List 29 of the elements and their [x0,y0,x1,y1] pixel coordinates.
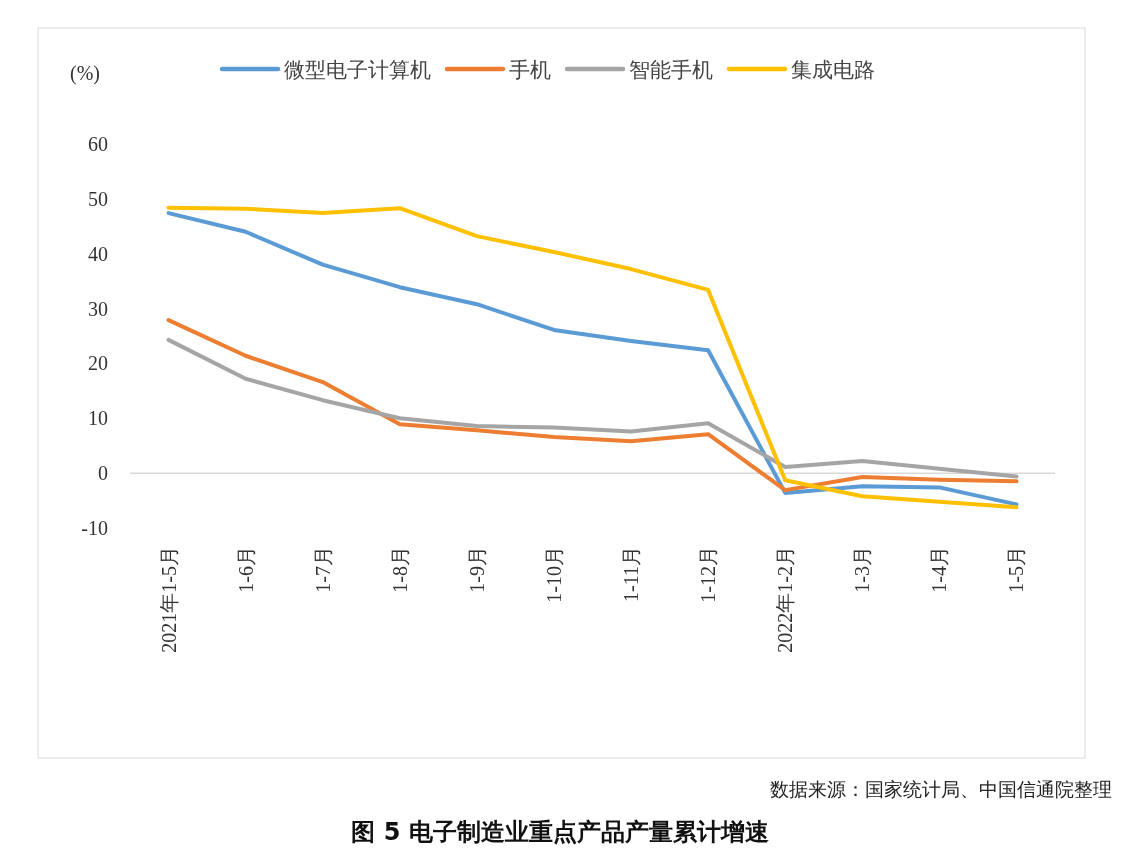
y-tick-label: 0 [98,462,108,485]
y-tick-label: 60 [88,133,108,155]
x-tick-label: 1-3月 [851,546,874,593]
x-tick-label: 1-11月 [620,546,643,602]
line-series [166,318,1019,493]
legend-label: 智能手机 [629,58,713,82]
x-tick-label: 1-10月 [542,546,565,603]
x-tick-label: 2021年1-5月 [157,546,180,653]
x-tick-label: 1-4月 [928,546,951,593]
y-tick-label: -10 [81,517,108,539]
y-tick-label: 40 [88,242,108,265]
y-axis-title: (%) [70,62,100,85]
legend-label: 微型电子计算机 [284,58,431,82]
line-series [166,337,1019,479]
legend-label: 手机 [509,58,551,82]
x-tick-label: 1-8月 [388,546,411,593]
legend-label: 集成电路 [791,58,875,82]
x-tick-label: 2022年1-2月 [774,546,797,653]
y-tick-label: 10 [88,407,108,430]
source-note: 数据来源：国家统计局、中国信通院整理 [770,778,1112,800]
y-tick-label: 50 [88,187,108,210]
y-tick-label: 30 [88,297,108,320]
x-tick-label: 1-9月 [465,546,488,593]
x-tick-label: 1-7月 [311,546,334,593]
x-tick-label: 1-5月 [1005,546,1028,593]
x-tick-label: 1-12月 [697,546,720,603]
y-tick-label: 20 [88,352,108,375]
text: 图 5 电子制造业重点产品产量累计增速 [351,818,769,846]
x-tick-label: 1-6月 [234,546,257,593]
